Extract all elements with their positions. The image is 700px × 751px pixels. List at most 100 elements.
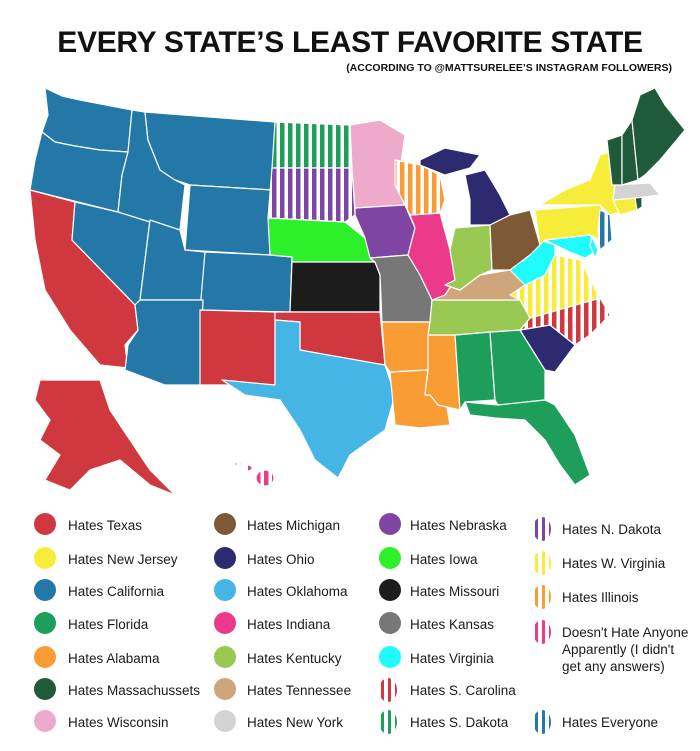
legend-item: Hates Everyone xyxy=(533,710,692,734)
legend-label: Hates N. Dakota xyxy=(562,522,662,537)
legend-swatch-icon xyxy=(533,710,551,734)
legend-label: Hates Florida xyxy=(68,617,149,632)
legend-item: Hates Michigan xyxy=(214,513,341,535)
state-pa xyxy=(534,204,611,246)
legend-swatch-icon xyxy=(379,612,401,634)
state-al xyxy=(454,331,496,411)
legend-swatch-icon xyxy=(34,710,56,732)
state-wi xyxy=(394,159,446,216)
legend-item: Hates Iowa xyxy=(379,547,478,569)
legend-label: Hates Michigan xyxy=(247,518,341,533)
legend-swatch-icon xyxy=(533,517,551,541)
state-hi-3 xyxy=(234,461,242,467)
legend-item: Hates Illinois xyxy=(533,585,692,609)
state-nd xyxy=(271,121,353,169)
legend-swatch-icon xyxy=(34,612,56,634)
state-il xyxy=(407,212,456,301)
legend-label: Hates S. Dakota xyxy=(410,715,509,730)
legend-item: Hates Oklahoma xyxy=(214,579,348,601)
state-ak xyxy=(34,379,176,496)
legend-item: Hates Massachussets xyxy=(34,678,200,700)
state-nm xyxy=(199,309,276,386)
legend-item: Hates W. Virginia xyxy=(533,551,692,575)
state-co xyxy=(199,251,293,313)
legend-label: Hates New Jersey xyxy=(68,552,178,567)
legend-swatch-icon xyxy=(379,678,397,702)
legend-item: Hates Nebraska xyxy=(379,513,507,535)
legend-item: Hates Tennessee xyxy=(214,678,352,700)
state-oh xyxy=(489,209,541,271)
legend-swatch-icon xyxy=(379,710,397,734)
state-az xyxy=(124,299,204,386)
state-me xyxy=(631,87,686,181)
legend-item: Doesn't Hate Anyone Apparently (I didn't… xyxy=(533,620,692,675)
legend-label: Hates Alabama xyxy=(68,651,160,666)
legend-label: Doesn't Hate Anyone Apparently (I didn't… xyxy=(562,625,689,674)
state-nj xyxy=(597,209,613,251)
legend-swatch-icon xyxy=(533,551,551,575)
legend-swatch-icon xyxy=(379,579,401,601)
legend-swatch-icon xyxy=(214,547,236,569)
legend-label: Hates Illinois xyxy=(562,590,639,605)
legend-label: Hates Indiana xyxy=(247,617,331,632)
legend-item: Hates Alabama xyxy=(34,646,160,668)
legend-item: Hates California xyxy=(34,579,165,601)
state-sd xyxy=(267,167,356,223)
legend-item: Hates Ohio xyxy=(214,547,315,569)
state-ks xyxy=(289,261,381,313)
state-mi-upper xyxy=(419,147,481,176)
legend-item: Hates Kentucky xyxy=(214,646,342,668)
legend-swatch-icon xyxy=(214,710,236,732)
legend-label: Hates California xyxy=(68,584,165,599)
legend-label: Hates S. Carolina xyxy=(410,683,516,698)
state-ar xyxy=(381,321,431,373)
legend-label: Hates New York xyxy=(247,715,344,730)
state-hi-2 xyxy=(243,464,253,472)
legend-label: Hates Oklahoma xyxy=(247,584,348,599)
legend-swatch-icon xyxy=(379,513,401,535)
legend-item: Hates New Jersey xyxy=(34,547,178,569)
state-wy xyxy=(184,184,273,256)
legend-item: Hates New York xyxy=(214,710,344,732)
legend-item: Hates N. Dakota xyxy=(533,517,692,541)
legend-swatch-icon xyxy=(533,585,551,609)
legend-swatch-icon xyxy=(34,646,56,668)
legend-swatch-icon xyxy=(214,646,236,668)
legend-item: Hates Kansas xyxy=(379,612,495,634)
state-hi xyxy=(255,469,275,487)
state-mi xyxy=(464,169,511,226)
legend-swatch-icon xyxy=(214,513,236,535)
legend-swatch-icon xyxy=(34,547,56,569)
legend-label: Hates Missouri xyxy=(410,584,500,599)
legend-label: Hates W. Virginia xyxy=(562,556,666,571)
us-map xyxy=(29,87,686,496)
legend-swatch-icon xyxy=(34,513,56,535)
legend-label: Hates Kentucky xyxy=(247,651,342,666)
legend-swatch-icon xyxy=(214,612,236,634)
legend-label: Hates Wisconsin xyxy=(68,715,169,730)
legend-label: Hates Ohio xyxy=(247,552,315,567)
legend-swatch-icon xyxy=(379,547,401,569)
legend-swatch-icon xyxy=(379,646,401,668)
legend-item: Hates Wisconsin xyxy=(34,710,169,732)
legend-item: Hates Virginia xyxy=(379,646,494,668)
legend-label: Hates Texas xyxy=(68,518,143,533)
legend-item: Hates Florida xyxy=(34,612,149,634)
legend-item: Hates Indiana xyxy=(214,612,331,634)
legend-label: Hates Tennessee xyxy=(247,683,352,698)
state-tn xyxy=(427,299,531,336)
legend-swatch-icon xyxy=(533,620,551,644)
legend-swatch-icon xyxy=(214,579,236,601)
legend-label: Hates Nebraska xyxy=(410,518,507,533)
page-title: EVERY STATE’S LEAST FAVORITE STATE xyxy=(57,26,643,59)
state-de xyxy=(589,236,599,259)
legend-swatch-icon xyxy=(214,678,236,700)
legend-item: Hates Missouri xyxy=(379,579,500,601)
legend-label: Hates Kansas xyxy=(410,617,495,632)
state-fl xyxy=(464,399,591,486)
legend-item: Hates S. Dakota xyxy=(379,710,509,734)
legend-label: Hates Iowa xyxy=(410,552,478,567)
legend-label: Hates Virginia xyxy=(410,651,494,666)
legend-swatch-icon xyxy=(34,678,56,700)
legend-swatch-icon xyxy=(34,579,56,601)
